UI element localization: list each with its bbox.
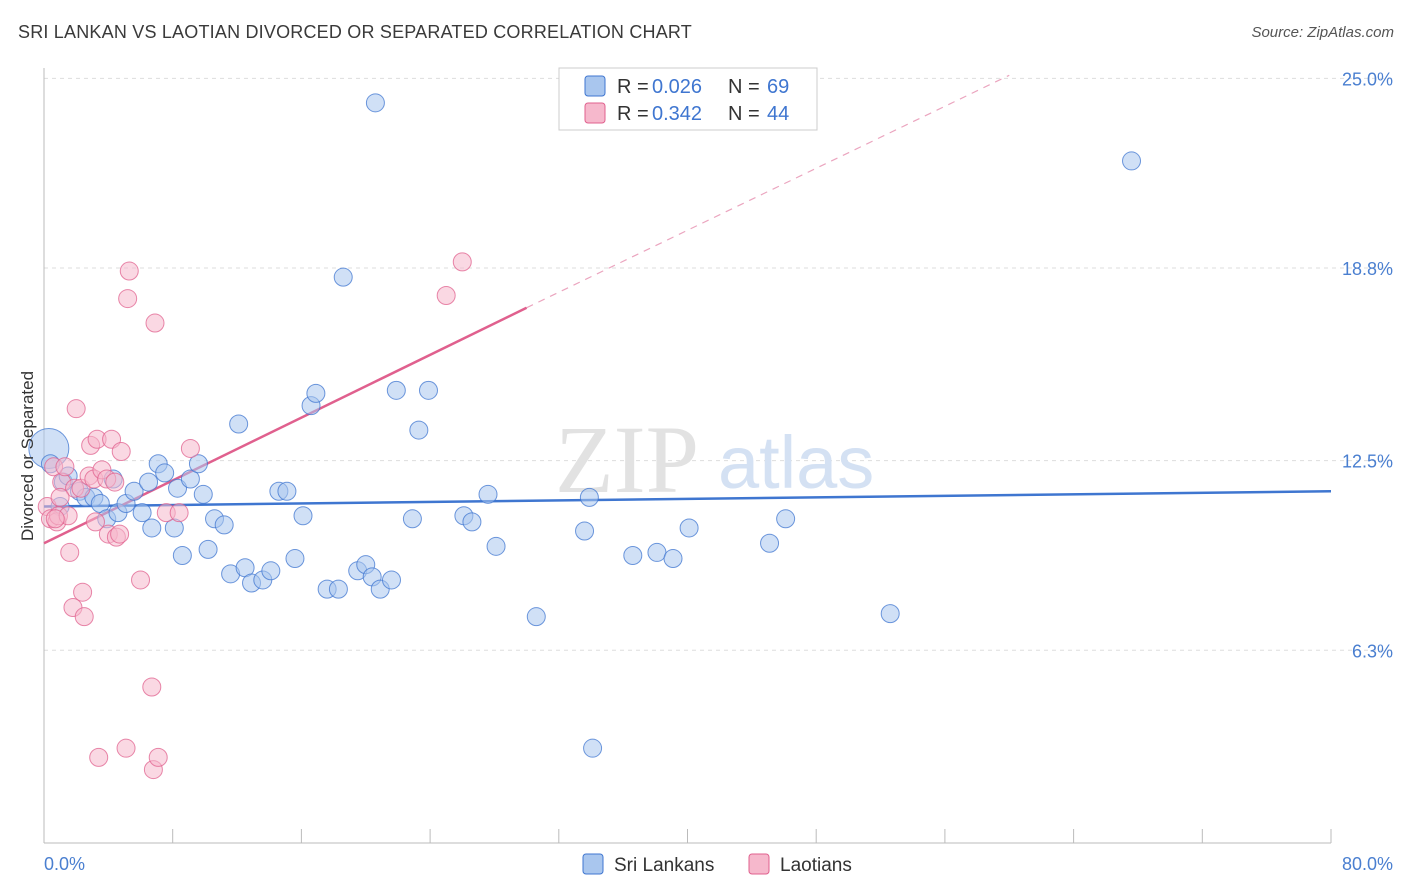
point-sri-lankans-32 [261, 561, 281, 581]
point-laotians-42 [50, 487, 70, 507]
point-laotians-25 [105, 472, 125, 492]
point-laotians-41 [452, 252, 472, 272]
point-sri-lankans-20 [172, 545, 192, 565]
point-sri-lankans-54 [478, 484, 498, 504]
bottom-legend-sri-lankans: Sri Lankans [614, 855, 714, 876]
point-sri-lankans-15 [142, 518, 162, 538]
point-sri-lankans-48 [386, 380, 406, 400]
point-sri-lankans-60 [623, 545, 643, 565]
point-sri-lankans-51 [418, 380, 438, 400]
trend-line-sri-lankans [43, 490, 1332, 508]
point-laotians-35 [145, 313, 165, 333]
legend-r-label-2: R = [617, 103, 649, 125]
watermark-zip: ZIP [555, 406, 699, 513]
point-sri-lankans-22 [188, 454, 208, 474]
y-tick-label-3: 25.0% [1342, 69, 1393, 89]
x-tick-label-left: 0.0% [44, 854, 85, 874]
point-laotians-28 [111, 442, 131, 461]
point-laotians-32 [131, 570, 151, 590]
data-points [28, 93, 1142, 780]
point-sri-lankans-13 [132, 503, 152, 523]
y-tick-label-2: 18.8% [1342, 259, 1393, 279]
point-sri-lankans-12 [124, 481, 144, 501]
point-sri-lankans-41 [333, 267, 353, 287]
point-sri-lankans-63 [679, 518, 699, 538]
point-sri-lankans-62 [663, 549, 683, 569]
point-sri-lankans-24 [198, 539, 218, 559]
legend-swatch-blue [584, 75, 606, 97]
watermark-atlas: atlas [718, 421, 874, 504]
point-laotians-11 [66, 399, 86, 419]
legend-swatch-pink [584, 102, 606, 124]
point-sri-lankans-23 [193, 484, 213, 504]
point-sri-lankans-35 [285, 549, 305, 569]
legend-r-label-1: R = [617, 76, 649, 98]
source-label: Source: ZipAtlas.com [1251, 24, 1394, 41]
legend-r-value-2: 0.342 [652, 103, 702, 125]
chart-title: SRI LANKAN VS LAOTIAN DIVORCED OR SEPARA… [18, 22, 692, 42]
point-sri-lankans-66 [880, 604, 900, 624]
point-sri-lankans-59 [583, 738, 603, 758]
bottom-legend-swatch-blue [582, 853, 604, 875]
point-laotians-33 [142, 677, 162, 697]
point-laotians-13 [73, 582, 93, 602]
point-sri-lankans-17 [155, 463, 175, 483]
point-sri-lankans-65 [776, 509, 796, 529]
legend-r-value-1: 0.026 [652, 76, 702, 98]
point-laotians-40 [436, 286, 456, 306]
y-tick-labels: 6.3% 12.5% 18.8% 25.0% [1342, 69, 1393, 661]
point-sri-lankans-50 [409, 420, 429, 440]
bottom-legend: Sri Lankans Laotians [582, 853, 852, 876]
point-sri-lankans-58 [579, 487, 599, 507]
point-sri-lankans-14 [139, 472, 159, 492]
point-sri-lankans-61 [647, 542, 667, 562]
point-sri-lankans-36 [293, 506, 313, 526]
x-tick-label-right: 80.0% [1342, 854, 1393, 874]
point-sri-lankans-45 [365, 93, 385, 113]
point-laotians-8 [60, 542, 80, 562]
point-sri-lankans-67 [1122, 151, 1142, 171]
point-laotians-18 [85, 512, 105, 532]
point-sri-lankans-47 [381, 570, 401, 590]
point-sri-lankans-64 [760, 533, 780, 553]
point-sri-lankans-40 [328, 579, 348, 599]
legend-n-label-1: N = [728, 76, 760, 98]
point-sri-lankans-28 [229, 414, 249, 434]
point-laotians-30 [118, 289, 138, 309]
point-laotians-14 [74, 607, 94, 627]
point-sri-lankans-34 [277, 481, 297, 501]
legend-n-label-2: N = [728, 103, 760, 125]
point-sri-lankans-56 [526, 607, 546, 627]
bottom-legend-swatch-pink [748, 853, 770, 875]
point-sri-lankans-26 [214, 515, 234, 535]
point-laotians-43 [45, 509, 65, 529]
point-laotians-36 [148, 747, 168, 767]
point-laotians-27 [110, 524, 130, 544]
point-sri-lankans-49 [402, 509, 422, 529]
point-sri-lankans-55 [486, 536, 506, 556]
point-laotians-20 [89, 747, 109, 767]
point-laotians-6 [55, 457, 75, 477]
point-laotians-39 [180, 438, 200, 458]
point-laotians-38 [169, 503, 189, 523]
point-sri-lankans-21 [180, 469, 200, 489]
point-laotians-29 [116, 738, 136, 758]
watermark: ZIP atlas [555, 406, 874, 513]
y-axis-title: Divorced or Separated [18, 371, 37, 541]
legend-n-value-1: 69 [767, 76, 789, 98]
y-tick-label-1: 12.5% [1342, 452, 1393, 472]
legend: R = 0.026 N = 69 R = 0.342 N = 44 [558, 67, 818, 131]
point-sri-lankans-57 [575, 521, 595, 541]
trend-line-laotians-extension [526, 74, 1010, 309]
point-laotians-31 [119, 261, 139, 281]
y-tick-label-0: 6.3% [1352, 641, 1393, 661]
point-sri-lankans-53 [462, 512, 482, 532]
legend-n-value-2: 44 [767, 103, 789, 125]
bottom-legend-laotians: Laotians [780, 855, 852, 876]
point-sri-lankans-19 [168, 478, 188, 498]
point-sri-lankans-38 [306, 383, 326, 403]
